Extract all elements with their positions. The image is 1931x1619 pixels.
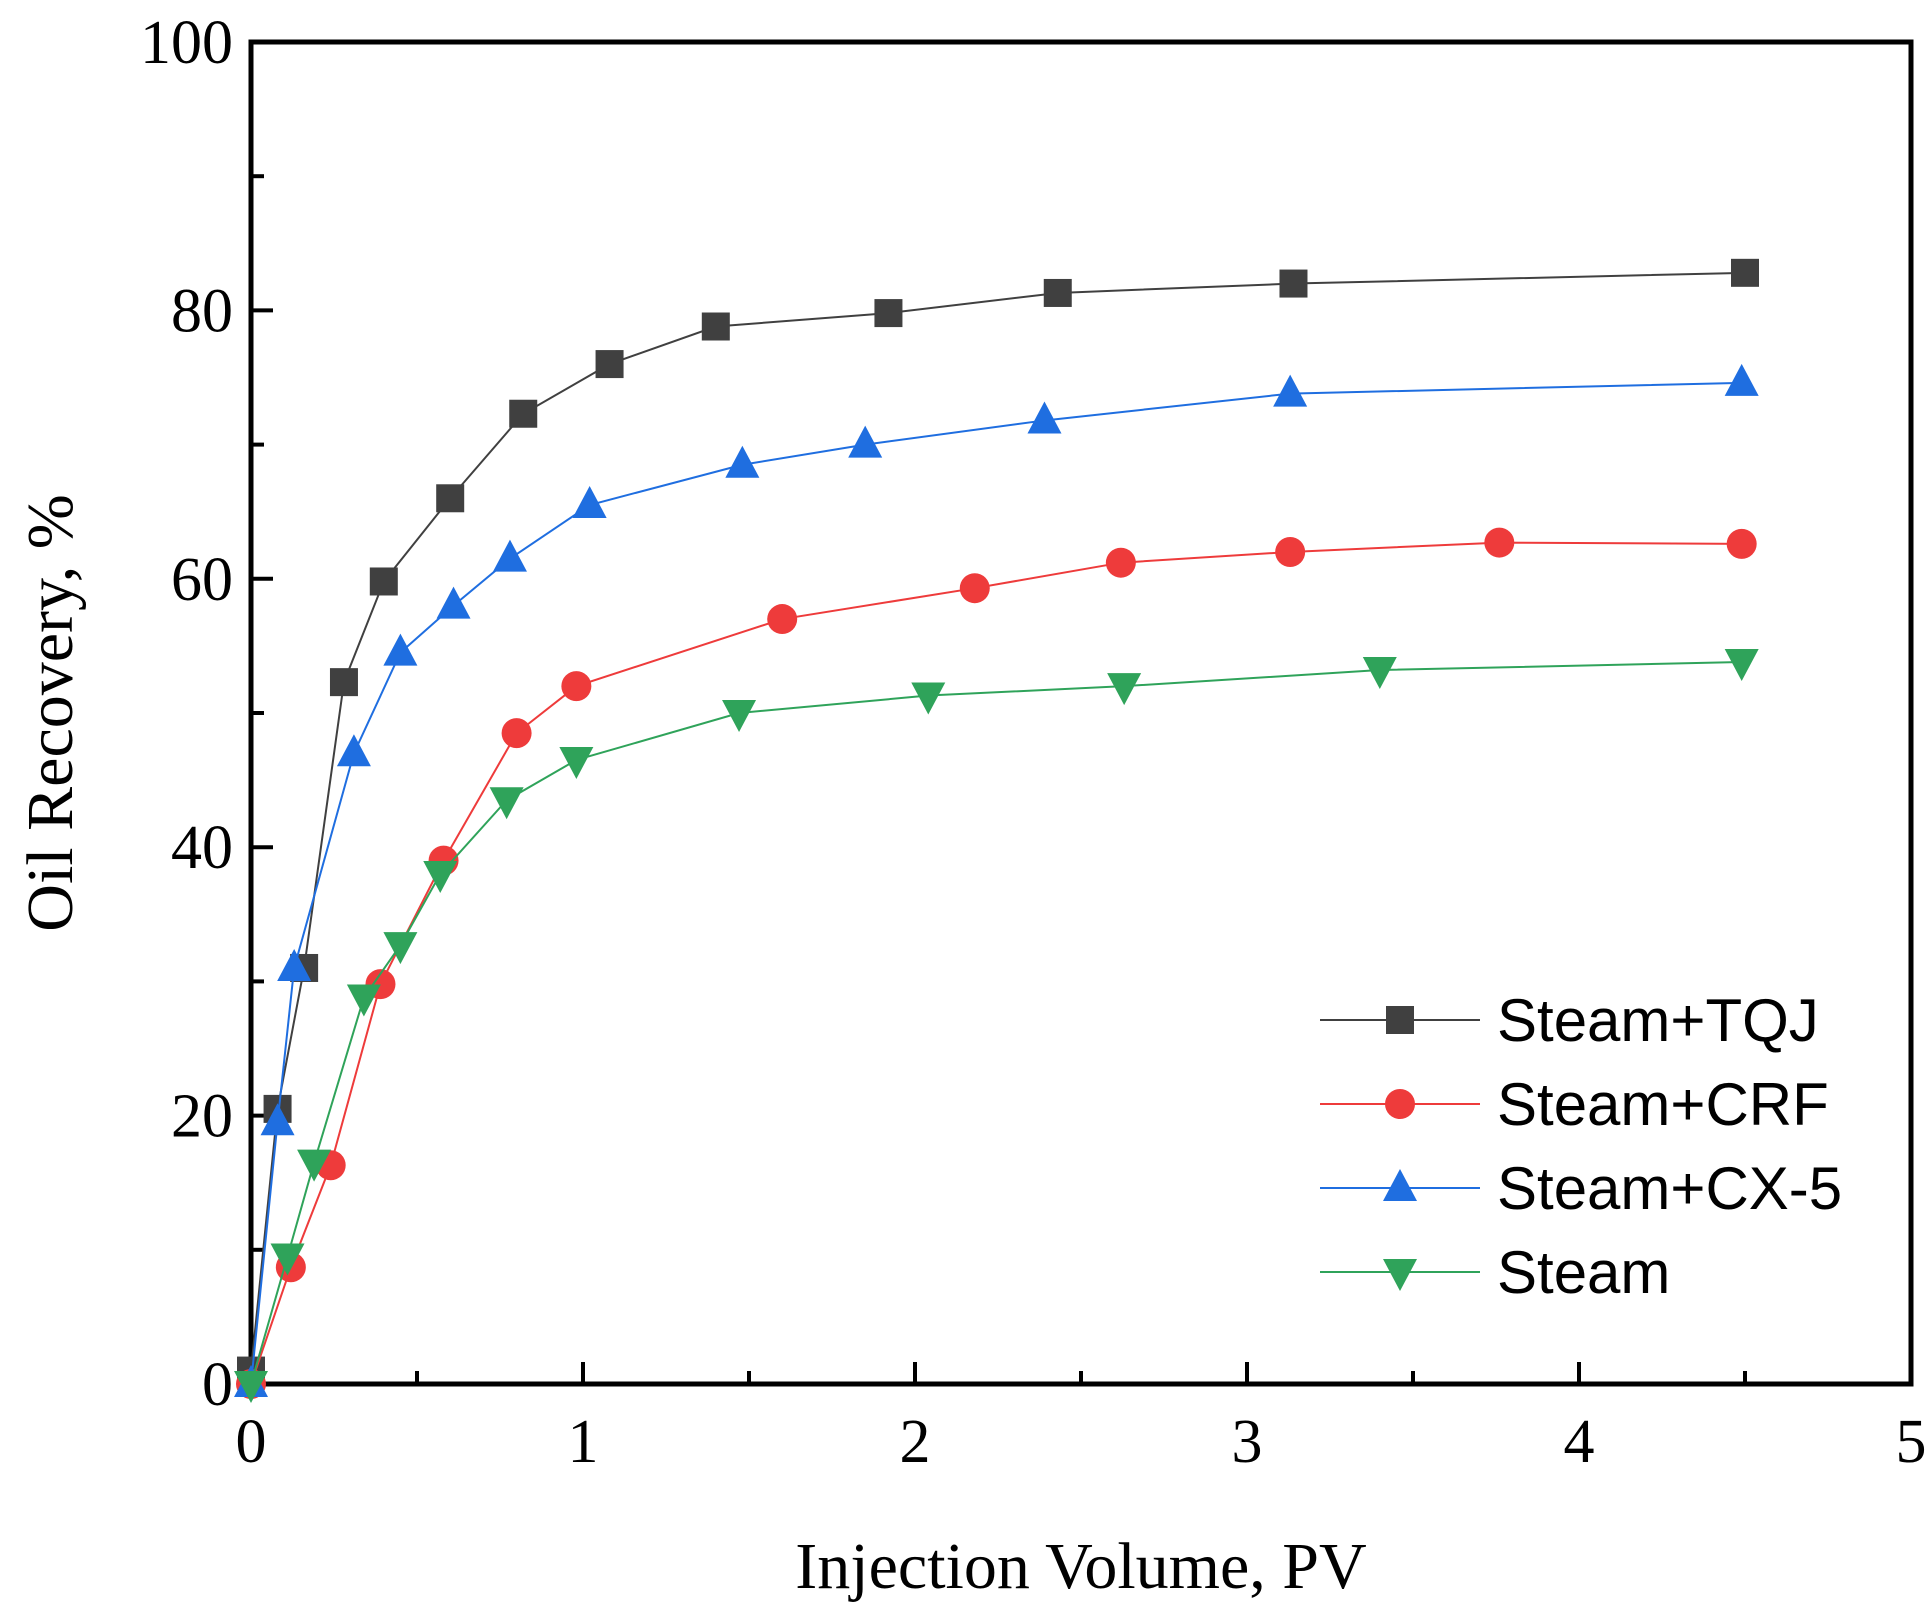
y-axis-title: Oil Recovery, % xyxy=(14,494,87,931)
plot-area xyxy=(248,39,1914,1387)
data-point-steam-tqj xyxy=(595,350,624,379)
x-tick-label: 5 xyxy=(1896,1408,1927,1476)
x-tick-label: 2 xyxy=(900,1408,931,1476)
data-point-steam-cx-5 xyxy=(1273,374,1308,407)
series-steam xyxy=(234,649,1759,1403)
data-point-steam-crf xyxy=(1105,547,1136,578)
legend-label-steam-tqj: Steam+TQJ xyxy=(1497,987,1819,1054)
data-point-steam-crf xyxy=(1726,528,1757,559)
series-layer xyxy=(234,258,1759,1403)
legend: Steam+TQJ Steam+CRF Steam+CX-5 Steam xyxy=(1320,987,1842,1306)
data-point-steam-crf xyxy=(1275,536,1306,567)
y-tick-label: 40 xyxy=(171,814,233,882)
x-tick-label: 1 xyxy=(568,1408,599,1476)
data-point-steam-cx-5 xyxy=(336,734,371,767)
data-point-steam xyxy=(346,984,381,1017)
legend-label-steam-crf: Steam+CRF xyxy=(1497,1071,1829,1138)
data-point-steam-cx-5 xyxy=(436,586,471,619)
x-tick-label: 3 xyxy=(1232,1408,1263,1476)
data-point-steam-cx-5 xyxy=(1724,363,1759,396)
data-point-steam-cx-5 xyxy=(277,948,312,981)
data-point-steam-tqj xyxy=(509,399,538,428)
data-point-steam xyxy=(911,682,946,715)
series-steam-cx-5 xyxy=(234,363,1759,1397)
data-point-steam-tqj xyxy=(1731,258,1759,287)
legend-marker-steam-cx-5 xyxy=(1383,1169,1417,1201)
y-tick-label: 20 xyxy=(171,1083,233,1151)
data-point-steam xyxy=(234,1371,268,1403)
data-point-steam xyxy=(489,787,524,820)
data-point-steam xyxy=(297,1149,332,1182)
data-point-steam-cx-5 xyxy=(260,1103,295,1136)
data-point-steam-cx-5 xyxy=(572,485,607,518)
axes: 0 1 2 3 4 5 0 20 40 60 80 100 xyxy=(140,9,1927,1476)
data-point-steam xyxy=(423,861,458,894)
x-axis-title: Injection Volume, PV xyxy=(795,1530,1366,1603)
data-point-steam-cx-5 xyxy=(1027,401,1062,434)
data-point-steam-cx-5 xyxy=(492,539,527,572)
data-point-steam-tqj xyxy=(369,567,398,596)
data-point-steam xyxy=(559,746,594,779)
data-point-steam-crf xyxy=(501,718,532,749)
legend-label-steam: Steam xyxy=(1497,1239,1670,1306)
data-point-steam xyxy=(722,700,757,732)
data-point-steam-crf xyxy=(959,573,990,604)
data-point-steam xyxy=(1724,649,1759,682)
data-point-steam-crf xyxy=(561,671,592,702)
data-point-steam-tqj xyxy=(436,484,465,513)
data-point-steam xyxy=(1362,657,1397,690)
y-tick-label: 100 xyxy=(140,9,233,77)
data-point-steam-crf xyxy=(1484,527,1515,558)
legend-marker-steam xyxy=(1383,1259,1417,1291)
legend-marker-steam-tqj xyxy=(1386,1006,1414,1034)
x-tick-label: 4 xyxy=(1564,1408,1595,1476)
y-tick-label: 80 xyxy=(171,277,233,345)
data-point-steam-tqj xyxy=(1279,269,1308,298)
data-point-steam-tqj xyxy=(1043,278,1072,307)
y-tick-label: 0 xyxy=(202,1351,233,1419)
data-point-steam-cx-5 xyxy=(848,425,883,458)
legend-marker-steam-crf xyxy=(1385,1089,1415,1119)
data-point-steam-tqj xyxy=(701,312,730,341)
data-point-steam xyxy=(270,1243,305,1276)
data-point-steam-tqj xyxy=(329,668,358,697)
x-tick-label: 0 xyxy=(236,1408,267,1476)
data-point-steam xyxy=(383,932,418,965)
data-point-steam-crf xyxy=(767,604,798,635)
data-point-steam-cx-5 xyxy=(383,633,418,666)
y-tick-label: 60 xyxy=(171,546,233,614)
data-point-steam-cx-5 xyxy=(725,445,760,478)
data-point-steam-tqj xyxy=(874,299,903,328)
data-point-steam xyxy=(1107,673,1142,706)
legend-label-steam-cx-5: Steam+CX-5 xyxy=(1497,1155,1842,1222)
